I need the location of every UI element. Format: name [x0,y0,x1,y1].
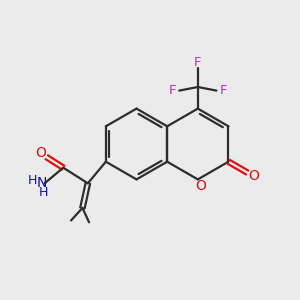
Text: N: N [37,176,47,190]
Text: F: F [219,84,227,97]
Text: F: F [194,56,202,69]
Text: O: O [248,169,259,183]
Text: O: O [35,146,46,160]
Text: F: F [169,84,176,97]
Text: H: H [28,174,37,188]
Text: H: H [39,186,48,200]
Text: O: O [195,179,206,193]
